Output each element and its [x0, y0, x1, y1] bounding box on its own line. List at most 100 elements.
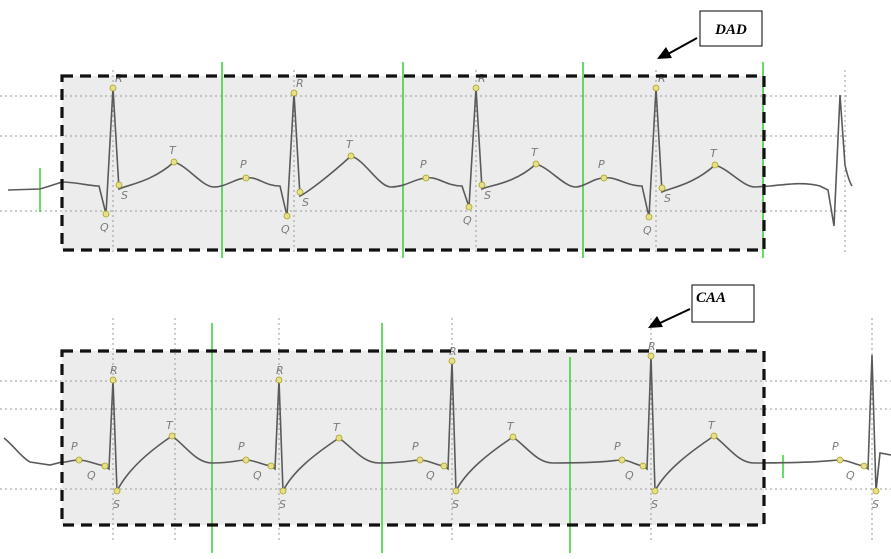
bottom-beat3-R-label: R [449, 345, 457, 358]
top-beat4-R-label: R [658, 72, 666, 85]
top-beat2-Q-marker [283, 212, 291, 220]
top-beat3-S-marker [478, 181, 486, 189]
bottom-beat2-S-marker [279, 487, 287, 495]
dad-arrow-head [657, 47, 672, 59]
top-panel-background [62, 76, 764, 250]
bottom-beat4-S-label: S [651, 498, 658, 511]
bottom-callout: CAA [648, 284, 755, 328]
top-beat3-Q-marker [465, 203, 473, 211]
bottom-beat3-R-marker [448, 357, 456, 365]
bottom-beat4-S-marker [651, 487, 659, 495]
top-beat3-P-marker [600, 174, 608, 182]
top-beat2-P-label: P [420, 158, 427, 171]
bottom-beat5-S-marker [872, 487, 880, 495]
bottom-beat4-T-marker [710, 432, 718, 440]
bottom-dotted-grid [0, 318, 891, 540]
bottom-beat2-R-label: R [276, 364, 284, 377]
bottom-beat4-Q-marker [639, 462, 647, 470]
top-beat3-Q-label: Q [463, 214, 472, 227]
caa-label-box [691, 284, 755, 323]
bottom-beat1-T-label: T [166, 419, 174, 432]
bottom-beat2-P-label: P [238, 440, 245, 453]
top-beat3-R-marker [472, 84, 480, 92]
top-beat4-T-label: T [710, 147, 718, 160]
top-beat3-P-label: P [598, 158, 605, 171]
top-beat4-R-marker [652, 84, 660, 92]
top-dashed-box [60, 74, 766, 252]
caa-arrow [659, 308, 691, 324]
top-beat1-P-marker [242, 174, 250, 182]
bottom-beat4-R-label: R [648, 340, 656, 353]
bottom-beat2-R-marker [275, 376, 283, 384]
top-beat1-P-label: P [240, 158, 247, 171]
top-beat2-S-label: S [302, 196, 309, 209]
bottom-beat4-P-marker [618, 456, 626, 464]
dad-arrow [667, 37, 698, 55]
top-beat3-S-label: S [484, 189, 491, 202]
top-beat2-T-marker [347, 152, 355, 160]
bottom-beat1-P-marker [75, 456, 83, 464]
bottom-beat1-P-label: P [71, 440, 78, 453]
bottom-beat4-P-label: P [614, 440, 621, 453]
bottom-beat5-Q-label: Q [846, 469, 855, 482]
top-beat1-R-label: R [115, 72, 123, 85]
dad-label: DAD [714, 22, 747, 38]
bottom-beat5-S-label: S [872, 498, 879, 511]
top-beat4-S-label: S [664, 192, 671, 205]
bottom-beat2-Q-label: Q [253, 469, 262, 482]
bottom-beat4-R-marker [647, 352, 655, 360]
bottom-beat1-R-marker [109, 376, 117, 384]
top-beat4-T-marker [711, 161, 719, 169]
bottom-beat2-T-marker [335, 434, 343, 442]
top-beat2-R-marker [290, 89, 298, 97]
bottom-beat3-S-marker [452, 487, 460, 495]
bottom-beat1-R-label: R [110, 364, 118, 377]
bottom-beat5-Q-marker [860, 462, 868, 470]
bottom-beat1-S-marker [113, 487, 121, 495]
bottom-beat5-P-marker [836, 456, 844, 464]
bottom-beat3-T-label: T [507, 420, 515, 433]
bottom-beat1-Q-label: Q [87, 469, 96, 482]
top-beat4-S-marker [658, 184, 666, 192]
top-beat4-Q-label: Q [643, 224, 652, 237]
top-beat1-Q-label: Q [100, 221, 109, 234]
bottom-green-markers [211, 323, 784, 553]
top-beat2-Q-label: Q [281, 223, 290, 236]
bottom-beat2-P-marker [242, 456, 250, 464]
top-beat2-P-marker [422, 174, 430, 182]
top-beat1-S-marker [115, 181, 123, 189]
top-beat3-T-marker [532, 160, 540, 168]
top-beat3-T-label: T [531, 146, 539, 159]
bottom-wave-points: P Q R S T P Q R S T P Q R S T P Q R S T P Q S [71, 340, 880, 511]
bottom-beat1-Q-marker [101, 462, 109, 470]
bottom-beat3-T-marker [509, 433, 517, 441]
bottom-beat4-T-label: T [708, 419, 716, 432]
bottom-panel-background [62, 351, 764, 525]
caa-label: CAA [696, 290, 726, 306]
bottom-beat5-P-label: P [832, 440, 839, 453]
bottom-beat2-S-label: S [279, 498, 286, 511]
top-beat1-R-marker [109, 84, 117, 92]
top-beat1-Q-marker [102, 210, 110, 218]
bottom-beat4-Q-label: Q [625, 469, 634, 482]
caa-arrow-head [648, 316, 663, 328]
bottom-beat2-T-label: T [333, 421, 341, 434]
top-callout: DAD [657, 10, 763, 59]
bottom-beat3-Q-label: Q [426, 469, 435, 482]
top-beat1-T-marker [170, 158, 178, 166]
bottom-ecg-panel: P Q R S T P Q R S T P Q R S T P Q R S T P Q S CAA [0, 284, 891, 553]
bottom-beat3-Q-marker [440, 462, 448, 470]
top-beat1-S-label: S [121, 189, 128, 202]
bottom-beat3-S-label: S [452, 498, 459, 511]
top-beat2-S-marker [296, 188, 304, 196]
top-beat2-T-label: T [346, 138, 354, 151]
top-beat3-R-label: R [478, 72, 486, 85]
bottom-beat2-Q-marker [267, 462, 275, 470]
bottom-beat1-S-label: S [113, 498, 120, 511]
dad-label-box [699, 10, 763, 47]
bottom-dashed-box [60, 349, 766, 527]
top-beat4-Q-marker [645, 213, 653, 221]
